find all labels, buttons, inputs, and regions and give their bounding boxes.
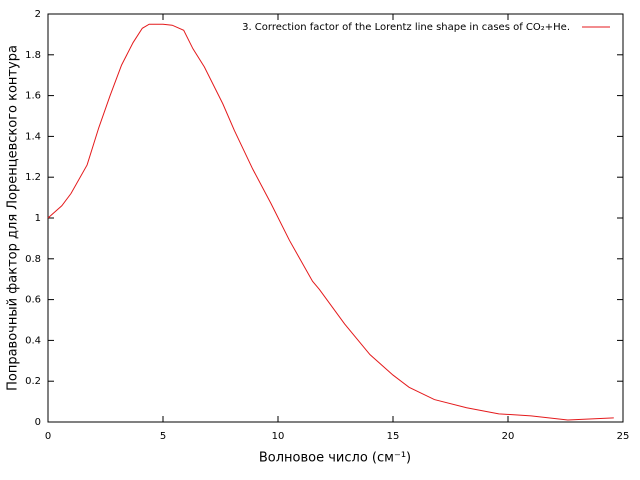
y-tick-label: 2 [35,9,41,20]
y-tick-label: 0.8 [25,254,41,265]
plot-border [47,13,624,423]
y-tick-label: 0.6 [25,295,41,306]
y-tick-label: 0.4 [25,335,41,346]
y-tick-label: 1 [35,213,41,224]
y-tick-label: 1.8 [25,50,41,61]
y-tick-label: 0.2 [25,376,41,387]
x-tick-label: 15 [387,431,400,442]
data-line [47,23,614,421]
legend-label: 3. Correction factor of the Lorentz line… [242,22,570,33]
y-tick-label: 0 [35,417,41,428]
y-tick-label: 1.2 [25,172,41,183]
y-tick-label: 1.4 [25,131,41,142]
x-axis-label: Волновое число (см⁻¹) [259,451,411,466]
y-axis-label: Поправочный фактор для Лоренцевского кон… [6,45,21,391]
x-tick-label: 20 [502,431,515,442]
x-tick-label: 25 [617,431,630,442]
x-tick-label: 0 [45,431,51,442]
y-tick-label: 1.6 [25,91,41,102]
x-tick-label: 5 [160,431,166,442]
x-tick-label: 10 [272,431,285,442]
